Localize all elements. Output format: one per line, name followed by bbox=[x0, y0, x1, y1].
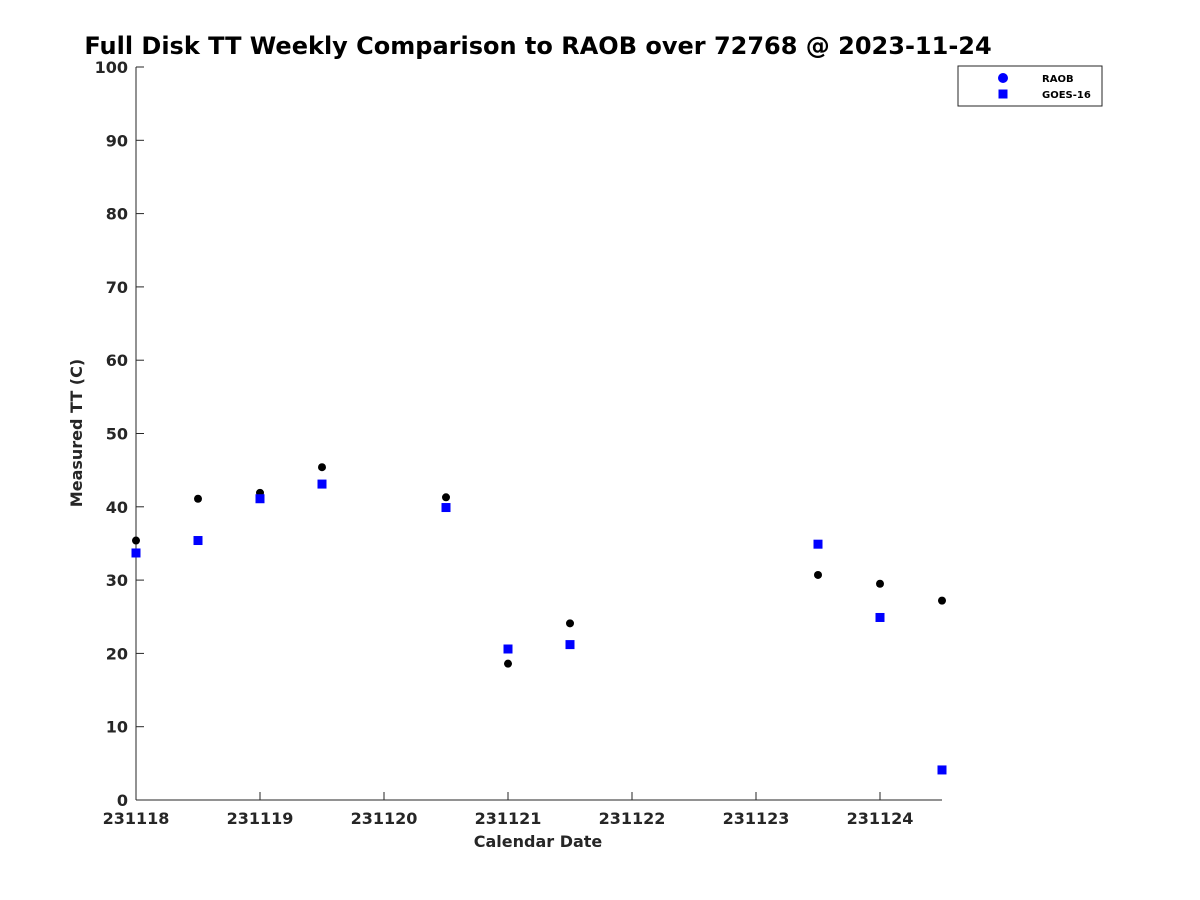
x-tick-label: 231123 bbox=[723, 809, 790, 828]
legend-box bbox=[957, 65, 1103, 107]
goes-point bbox=[503, 644, 513, 654]
raob-point bbox=[194, 494, 202, 503]
raob-point bbox=[132, 536, 140, 545]
chart-title: Full Disk TT Weekly Comparison to RAOB o… bbox=[84, 32, 991, 60]
goes-point bbox=[131, 548, 141, 558]
y-tick-label: 50 bbox=[106, 425, 128, 444]
x-tick-label: 231118 bbox=[103, 809, 170, 828]
series-goes-16 bbox=[131, 479, 947, 775]
x-tick-label: 231120 bbox=[351, 809, 418, 828]
raob-point bbox=[442, 493, 450, 502]
y-tick-label: 100 bbox=[95, 58, 128, 77]
goes-point bbox=[565, 640, 575, 650]
data-points bbox=[131, 463, 947, 775]
y-tick-label: 90 bbox=[106, 131, 128, 150]
goes-point bbox=[937, 765, 947, 775]
raob-point bbox=[814, 570, 822, 579]
y-tick-label: 30 bbox=[106, 571, 128, 590]
legend-marker-goes bbox=[998, 89, 1008, 99]
raob-point bbox=[504, 659, 512, 668]
raob-point bbox=[566, 619, 574, 628]
goes-point bbox=[255, 494, 265, 504]
x-axis-label: Calendar Date bbox=[474, 832, 603, 851]
x-axis-ticks: 231118 231119 231120 231121 231122 231123 2311… bbox=[103, 792, 914, 828]
legend-entry-label: RAOB bbox=[1042, 74, 1074, 85]
y-tick-label: 80 bbox=[106, 205, 128, 224]
raob-point bbox=[938, 596, 946, 605]
series-raob bbox=[132, 463, 946, 668]
y-tick-label: 40 bbox=[106, 498, 128, 517]
goes-point bbox=[441, 503, 451, 513]
x-tick-label: 231124 bbox=[847, 809, 914, 828]
y-tick-label: 70 bbox=[106, 278, 128, 297]
legend-entry-label: GOES-16 bbox=[1042, 90, 1091, 101]
x-tick-label: 231119 bbox=[227, 809, 294, 828]
goes-point bbox=[193, 536, 203, 546]
raob-point bbox=[318, 463, 326, 472]
goes-point bbox=[813, 539, 823, 549]
goes-point bbox=[875, 612, 885, 622]
legend-marker-raob bbox=[998, 73, 1008, 83]
y-tick-label: 20 bbox=[106, 644, 128, 663]
y-tick-label: 0 bbox=[117, 791, 128, 810]
x-tick-label: 231122 bbox=[599, 809, 666, 828]
legend: RAOB GOES-16 bbox=[957, 65, 1103, 107]
chart-axes bbox=[135, 67, 942, 801]
x-tick-label: 231121 bbox=[475, 809, 542, 828]
y-axis-label: Measured TT (C) bbox=[67, 359, 86, 507]
goes-point bbox=[317, 479, 327, 489]
y-tick-label: 60 bbox=[106, 351, 128, 370]
y-tick-label: 10 bbox=[106, 718, 128, 737]
y-axis-ticks: 0 10 20 30 40 50 60 70 80 90 100 bbox=[95, 58, 144, 810]
raob-point bbox=[876, 579, 884, 588]
